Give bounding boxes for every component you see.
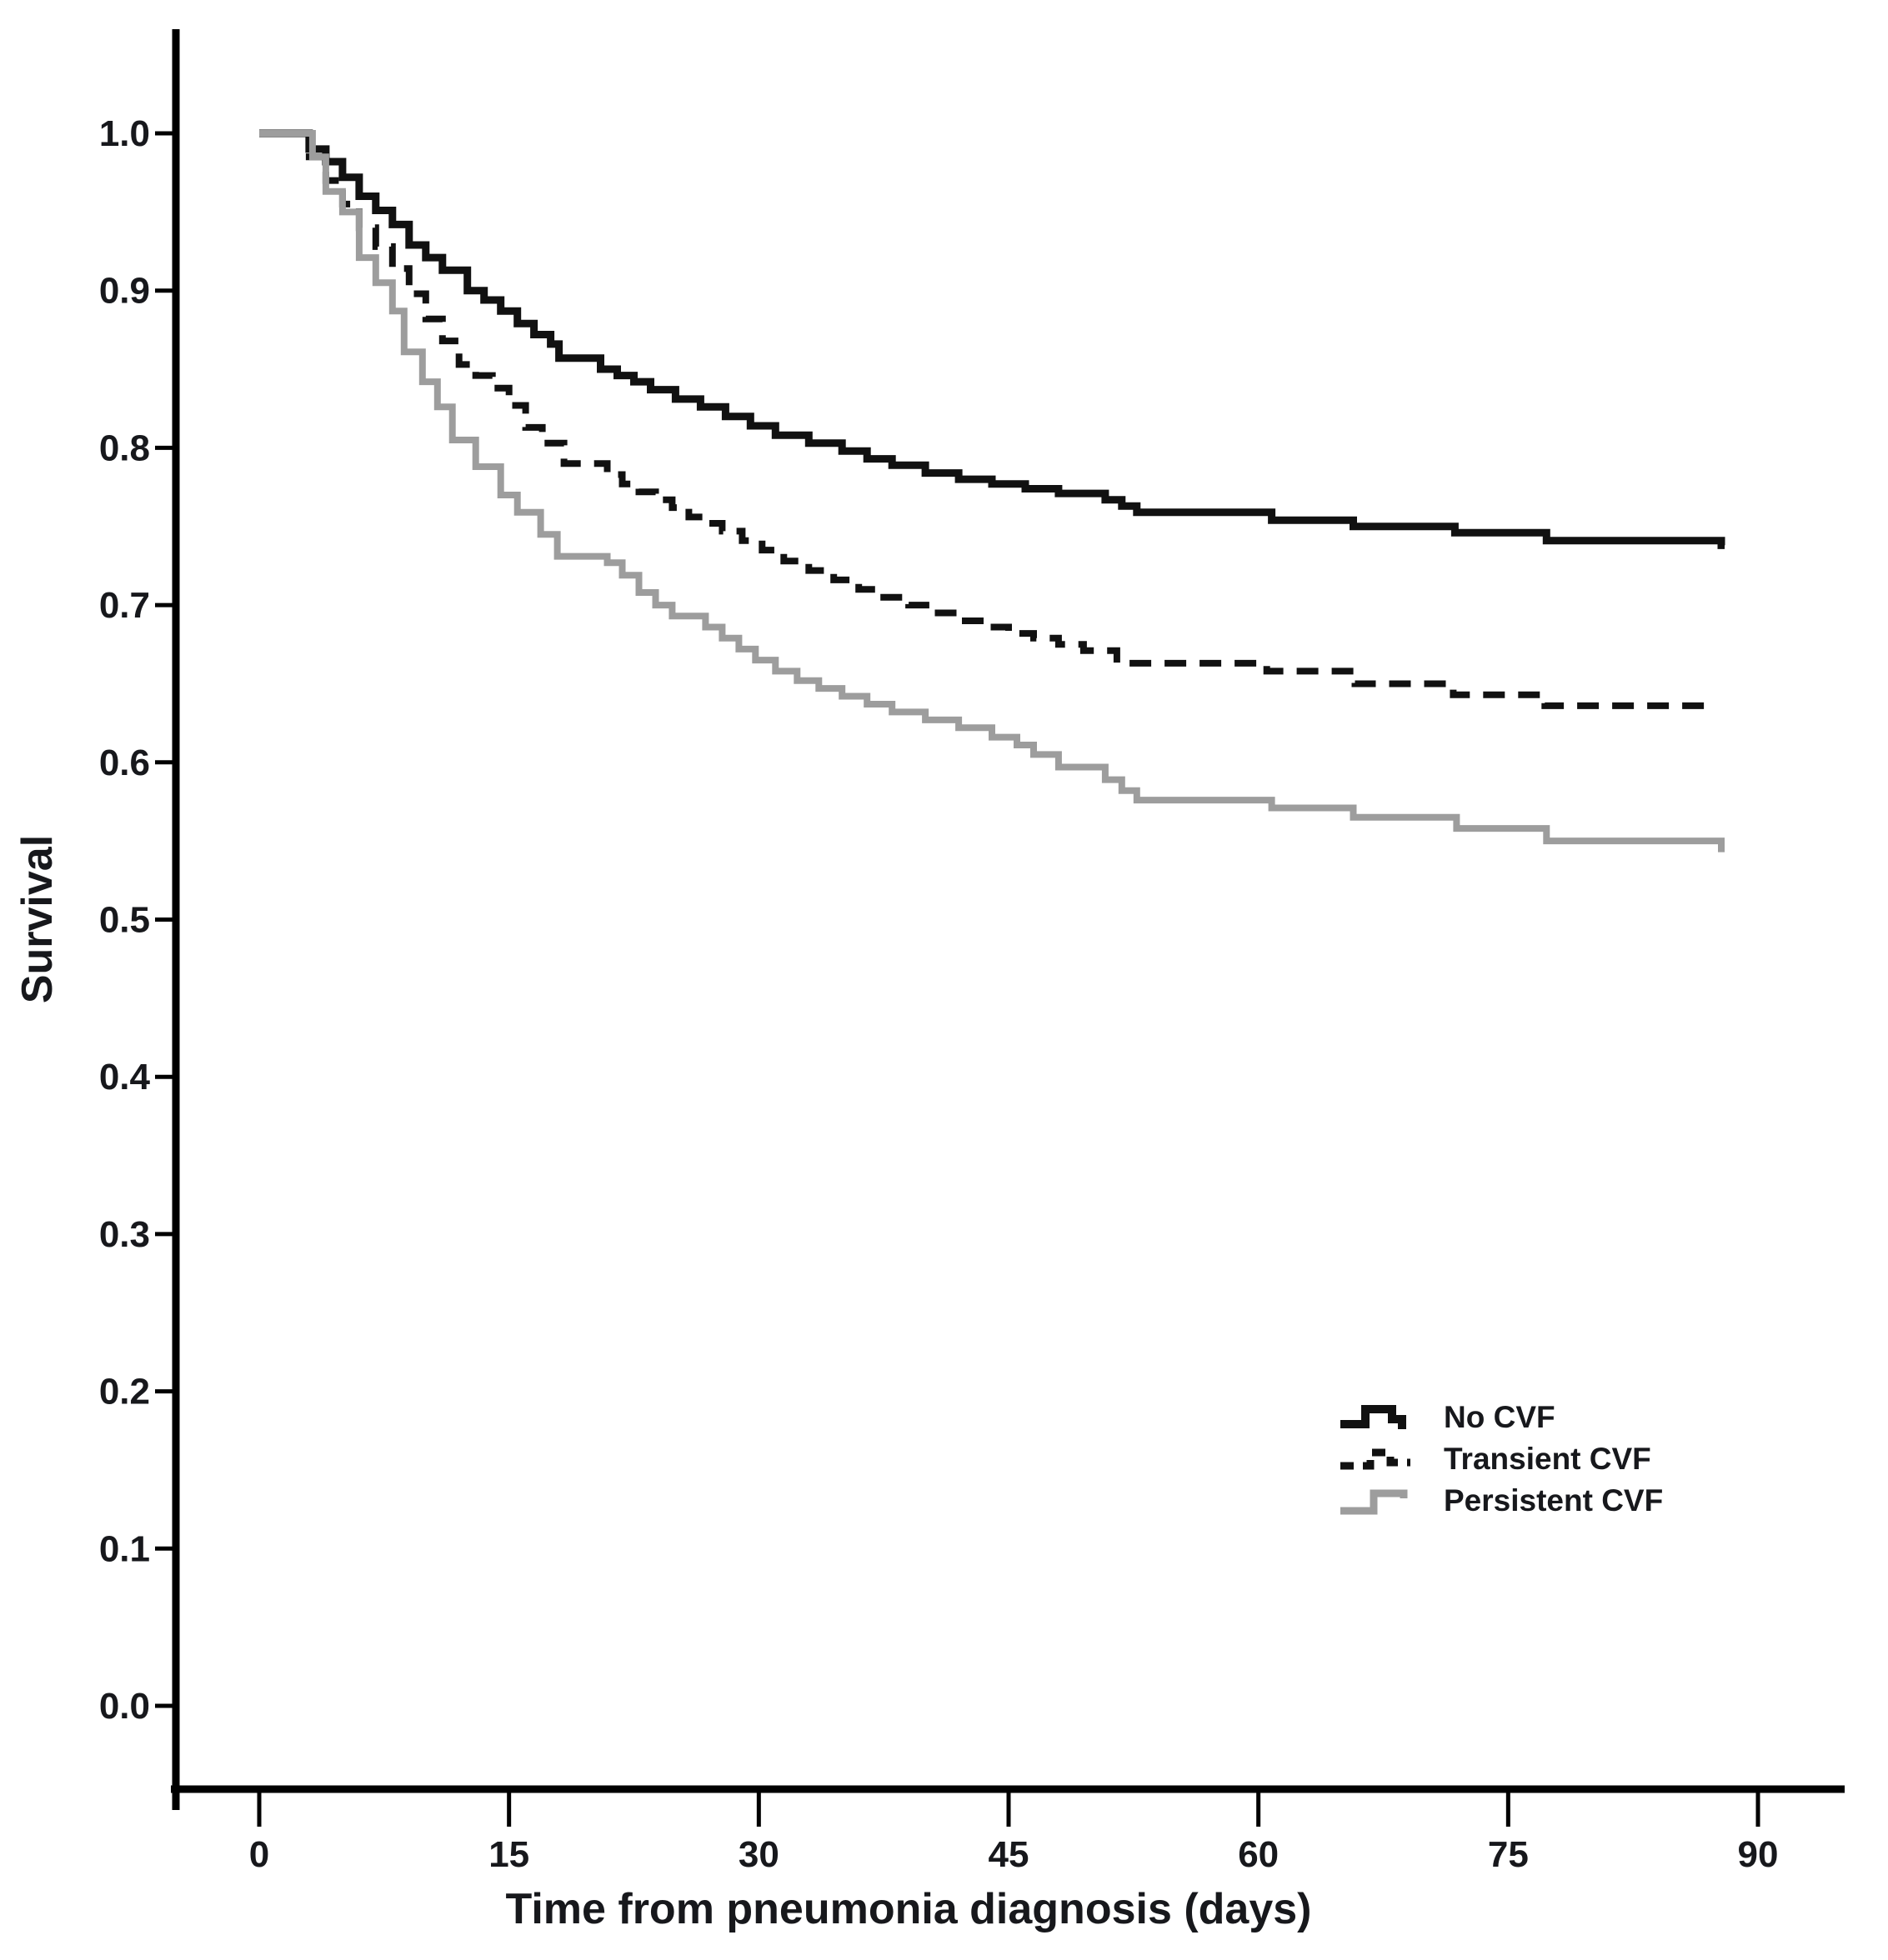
y-tick-label-0.9: 0.9 xyxy=(99,271,150,312)
curve-transient-cvf xyxy=(259,130,1714,709)
legend-symbol-persistent-cvf-line xyxy=(1340,1489,1408,1515)
curve-persistent-cvf xyxy=(259,130,1725,852)
y-tick-label-0.2: 0.2 xyxy=(99,1372,150,1412)
legend-label-no-cvf: No CVF xyxy=(1444,1400,1555,1434)
x-tick-label-15: 15 xyxy=(488,1834,529,1875)
y-axis-title: Survival xyxy=(13,835,62,1003)
tick-marks-and-labels: 0.0 0.1 0.2 0.3 0.4 0.5 0.6 0.7 0.8 0.9 1.0 0 15 30 45… xyxy=(99,113,1779,1875)
y-tick-label-0.3: 0.3 xyxy=(99,1214,150,1255)
y-tick-label-1.0: 1.0 xyxy=(99,113,150,154)
y-tick-label-0.4: 0.4 xyxy=(99,1057,151,1098)
y-tick-label-0.8: 0.8 xyxy=(99,428,150,468)
x-tick-label-90: 90 xyxy=(1738,1834,1779,1875)
x-tick-label-30: 30 xyxy=(739,1834,779,1875)
legend: No CVF Transient CVF Persistent CVF xyxy=(1340,1400,1663,1518)
x-axis-title: Time from pneumonia diagnosis (days) xyxy=(506,1885,1312,1933)
legend-label-transient-cvf: Transient CVF xyxy=(1444,1442,1651,1476)
legend-symbol-no-cvf-line xyxy=(1340,1405,1406,1429)
y-tick-label-0.6: 0.6 xyxy=(99,742,150,783)
y-tick-label-0.1: 0.1 xyxy=(99,1528,150,1569)
x-tick-label-45: 45 xyxy=(989,1834,1029,1875)
y-tick-label-0.5: 0.5 xyxy=(99,900,150,941)
x-tick-label-0: 0 xyxy=(249,1834,269,1875)
y-tick-label-0.7: 0.7 xyxy=(99,585,150,626)
legend-label-persistent-cvf: Persistent CVF xyxy=(1444,1483,1663,1518)
survival-curves xyxy=(259,129,1725,852)
x-tick-label-75: 75 xyxy=(1488,1834,1529,1875)
curve-no-cvf xyxy=(259,129,1725,549)
y-tick-label-0.0: 0.0 xyxy=(99,1686,150,1727)
legend-symbol-transient-cvf-dashed-line xyxy=(1340,1448,1410,1470)
x-tick-label-60: 60 xyxy=(1238,1834,1279,1875)
